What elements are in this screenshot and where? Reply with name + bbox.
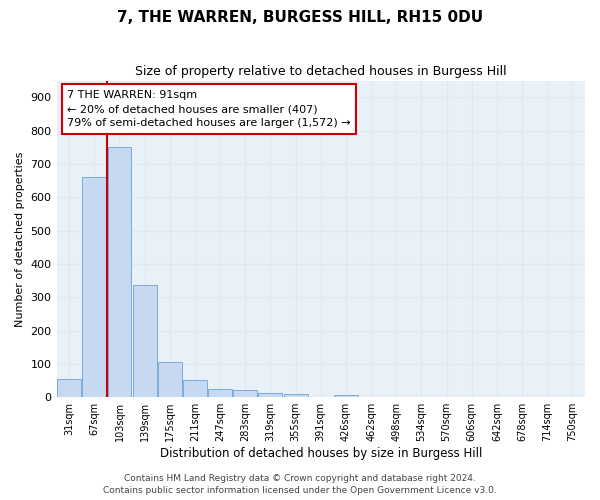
Bar xyxy=(82,177,106,397)
Text: Contains HM Land Registry data © Crown copyright and database right 2024.
Contai: Contains HM Land Registry data © Crown c… xyxy=(103,474,497,495)
Bar xyxy=(107,147,131,397)
Bar xyxy=(57,379,81,397)
Bar xyxy=(183,380,207,397)
X-axis label: Distribution of detached houses by size in Burgess Hill: Distribution of detached houses by size … xyxy=(160,447,482,460)
Text: 7 THE WARREN: 91sqm
← 20% of detached houses are smaller (407)
79% of semi-detac: 7 THE WARREN: 91sqm ← 20% of detached ho… xyxy=(67,90,351,128)
Bar xyxy=(133,284,157,397)
Bar xyxy=(208,389,232,397)
Title: Size of property relative to detached houses in Burgess Hill: Size of property relative to detached ho… xyxy=(135,65,506,78)
Y-axis label: Number of detached properties: Number of detached properties xyxy=(15,151,25,326)
Bar xyxy=(284,394,308,397)
Bar xyxy=(259,393,283,397)
Bar xyxy=(334,394,358,397)
Text: 7, THE WARREN, BURGESS HILL, RH15 0DU: 7, THE WARREN, BURGESS HILL, RH15 0DU xyxy=(117,10,483,25)
Bar xyxy=(233,390,257,397)
Bar xyxy=(158,362,182,397)
